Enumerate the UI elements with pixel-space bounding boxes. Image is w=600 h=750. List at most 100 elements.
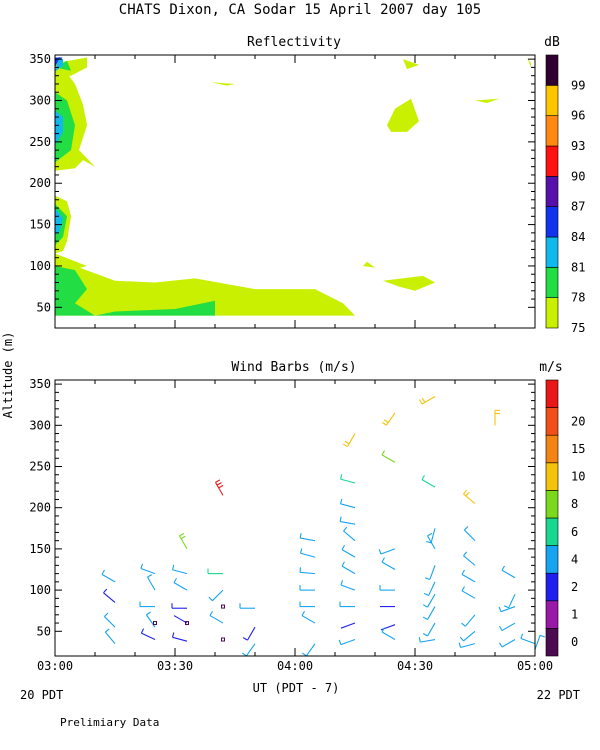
reflectivity-contour-75	[527, 57, 531, 68]
wind-frame	[54, 379, 536, 657]
wind-barb	[301, 610, 316, 624]
wind-colorbar-segment	[545, 517, 559, 546]
wind-colorbar-label: 4	[571, 552, 578, 566]
reflectivity-contour-75	[363, 261, 375, 268]
wind-barb	[301, 643, 316, 657]
footer-note: Prelimiary Data	[60, 716, 159, 729]
wind-colorbar-segment	[545, 600, 559, 629]
wind-barbs	[101, 396, 546, 657]
reflectivity-contour-81	[55, 208, 63, 235]
wind-barb	[422, 606, 436, 621]
wind-barb	[215, 479, 224, 496]
y-tick-label: 250	[29, 460, 51, 474]
y-tick-label: 200	[29, 501, 51, 515]
x-tick-label: 04:00	[277, 659, 313, 673]
reflectivity-colorbar: 75 78 81 84 87 90 93 96 99	[545, 54, 585, 335]
wind-barb	[299, 567, 316, 575]
reflectivity-contour-75	[211, 82, 235, 86]
y-tick-label: 350	[29, 52, 51, 66]
wind-barb	[494, 409, 500, 426]
wind-barb	[299, 585, 315, 591]
wind-barb	[419, 396, 436, 405]
y-tick-label: 150	[29, 218, 51, 232]
wind-barb	[241, 643, 256, 657]
date-left: 20 PDT	[20, 688, 63, 702]
wind-calm-marker	[185, 621, 189, 626]
wind-calm-marker	[221, 637, 225, 642]
wind-colorbar-label: 2	[571, 580, 578, 594]
reflectivity-colorbar-segment	[545, 206, 559, 238]
wind-x-axis: 03:00 03:30 04:00 04:30 05:00	[37, 380, 553, 673]
wind-barb	[381, 557, 396, 570]
reflectivity-colorbar-label: 84	[571, 230, 585, 244]
reflectivity-colorbar-label: 99	[571, 78, 585, 92]
reflectivity-title: Reflectivity	[247, 35, 341, 50]
wind-colorbar-label: 1	[571, 608, 578, 622]
x-tick-label: 04:30	[397, 659, 433, 673]
reflectivity-contour-75	[387, 98, 419, 132]
wind-barb	[242, 626, 256, 641]
wind-colorbar-label: 15	[571, 442, 585, 456]
wind-barb	[343, 526, 356, 542]
y-tick-label: 350	[29, 377, 51, 391]
wind-y-axis: 50 100 150 200 250 300 350	[29, 377, 535, 638]
wind-barb	[520, 633, 536, 645]
wind-barb	[145, 611, 156, 628]
wind-barb	[342, 433, 356, 448]
wind-barb	[378, 548, 396, 555]
wind-colorbar-segment	[545, 545, 559, 574]
wind-colorbar-label: 6	[571, 525, 578, 539]
wind-barb	[209, 610, 224, 624]
wind-barb	[379, 585, 395, 591]
wind-barb	[464, 526, 476, 542]
wind-barb	[463, 551, 476, 566]
wind-barb	[299, 601, 315, 608]
wind-barb	[339, 498, 356, 509]
reflectivity-colorbar-label: 96	[571, 109, 585, 123]
wind-barb	[427, 532, 436, 550]
wind-barb	[139, 601, 155, 608]
wind-barb	[458, 642, 476, 649]
y-tick-label: 300	[29, 94, 51, 108]
reflectivity-colorbar-segment	[545, 297, 559, 329]
x-tick-label: 05:00	[517, 659, 553, 673]
wind-barb	[426, 528, 436, 544]
wind-barb	[501, 565, 516, 579]
reflectivity-contour-75	[55, 257, 355, 316]
wind-calm-marker	[221, 604, 225, 609]
wind-barb	[340, 580, 356, 591]
wind-barb	[208, 589, 224, 602]
reflectivity-colorbar-label: 93	[571, 139, 585, 153]
wind-barb	[499, 622, 516, 632]
wind-colorbar-segment	[545, 490, 559, 519]
reflectivity-colorbar-segment	[545, 267, 559, 298]
wind-colorbar-segment	[545, 572, 559, 602]
wind-barb	[341, 545, 356, 558]
reflectivity-contour-78	[55, 266, 215, 316]
reflectivity-contours	[55, 56, 531, 316]
wind-barb	[461, 614, 476, 627]
wind-barb	[140, 628, 156, 641]
wind-barb	[339, 474, 356, 484]
wind-barb	[299, 548, 316, 558]
wind-barb	[381, 412, 396, 426]
wind-colorbar-segment	[545, 462, 559, 491]
reflectivity-contour-84	[55, 57, 63, 68]
wind-barb	[381, 627, 396, 640]
reflectivity-colorbar-label: 75	[571, 321, 585, 335]
wind-barb	[418, 637, 436, 643]
wind-barb	[207, 568, 223, 575]
wind-barb	[498, 606, 516, 613]
reflectivity-contour-75	[383, 275, 435, 291]
y-tick-label: 200	[29, 176, 51, 190]
wind-colorbar: 0 1 2 4 6 8 10 15 20	[545, 379, 585, 657]
y-tick-label: 150	[29, 542, 51, 556]
wind-colorbar-label: 8	[571, 497, 578, 511]
wind-barb	[339, 601, 355, 608]
x-tick-label: 03:00	[37, 659, 73, 673]
wind-colorbar-unit: m/s	[539, 360, 562, 375]
wind-barb	[424, 565, 436, 580]
